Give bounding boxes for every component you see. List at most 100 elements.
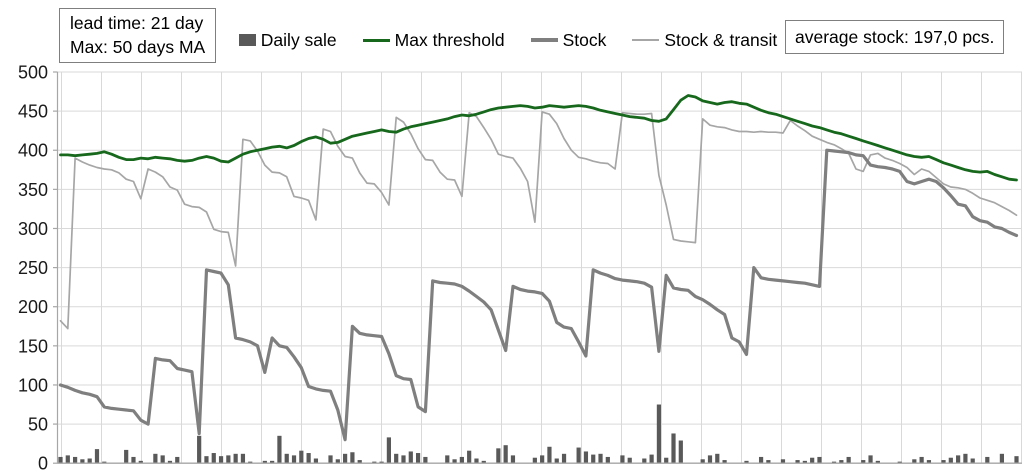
daily-sale-bar bbox=[401, 455, 406, 464]
daily-sale-bar bbox=[583, 451, 589, 464]
daily-sale-bar bbox=[299, 450, 304, 464]
legend-label: Max threshold bbox=[394, 29, 505, 50]
daily-sale-bar bbox=[291, 455, 297, 464]
daily-sale-bar bbox=[642, 458, 647, 464]
daily-sale-bar bbox=[722, 460, 727, 464]
daily-sale-bar bbox=[503, 445, 508, 464]
daily-sale-bar bbox=[415, 453, 421, 464]
daily-sale-bar bbox=[58, 456, 63, 464]
y-axis-tick-label: 450 bbox=[18, 102, 48, 122]
daily-sale-bar bbox=[620, 455, 625, 464]
daily-sale-bar bbox=[831, 461, 837, 464]
legend-label: Stock bbox=[562, 29, 607, 50]
daily-sale-bar bbox=[605, 456, 610, 464]
daily-sale-swatch-icon bbox=[238, 34, 256, 46]
y-axis-tick-label: 200 bbox=[18, 297, 48, 317]
daily-sale-bar bbox=[408, 451, 413, 464]
y-axis-tick-label: 100 bbox=[18, 375, 48, 395]
y-axis-tick-label: 150 bbox=[18, 336, 48, 356]
daily-sale-bar bbox=[671, 433, 676, 464]
daily-sale-bar bbox=[780, 459, 786, 464]
daily-sale-bar bbox=[313, 458, 319, 464]
daily-sale-bar bbox=[131, 456, 136, 464]
daily-sale-bar bbox=[839, 460, 844, 464]
daily-sale-bar bbox=[700, 459, 705, 464]
daily-sale-bar bbox=[817, 456, 822, 464]
daily-sale-bar bbox=[153, 453, 158, 464]
daily-sale-bar bbox=[233, 453, 238, 464]
moving-average-text: Max: 50 days MA bbox=[70, 37, 206, 57]
daily-sale-bar bbox=[459, 456, 464, 464]
daily-sale-bar bbox=[649, 454, 654, 464]
average-stock-annotation-box: average stock: 197,0 pcs. bbox=[785, 20, 1005, 54]
daily-sale-bar bbox=[474, 458, 479, 464]
y-axis-tick-label: 250 bbox=[18, 258, 48, 278]
y-axis-tick-label: 500 bbox=[18, 63, 48, 83]
stock-transit-swatch-icon bbox=[632, 39, 660, 41]
daily-sale-bar bbox=[664, 457, 669, 464]
daily-sale-bar bbox=[270, 460, 275, 464]
daily-sale-bar bbox=[160, 455, 165, 464]
daily-sale-bar bbox=[766, 460, 771, 464]
daily-sale-bar bbox=[445, 455, 450, 464]
daily-sale-bar bbox=[167, 460, 173, 464]
daily-sale-bar bbox=[226, 455, 231, 464]
daily-sale-bar bbox=[94, 449, 100, 464]
daily-sale-bar bbox=[941, 460, 946, 464]
y-axis-tick-label: 300 bbox=[18, 219, 48, 239]
daily-sale-bar bbox=[897, 461, 902, 464]
daily-sale-bar bbox=[175, 456, 180, 464]
chart-legend: Daily sale Max threshold Stock Stock & t… bbox=[228, 26, 788, 54]
max-threshold-swatch-icon bbox=[362, 38, 390, 42]
daily-sale-bar bbox=[948, 457, 953, 464]
y-axis-tick-label: 350 bbox=[18, 180, 48, 200]
daily-sale-bar bbox=[204, 456, 209, 464]
daily-sale-bar bbox=[861, 460, 866, 464]
average-stock-text: average stock: 197,0 pcs. bbox=[795, 27, 995, 47]
daily-sale-bar bbox=[707, 455, 713, 464]
daily-sale-bar bbox=[80, 459, 85, 464]
daily-sale-bar bbox=[357, 460, 362, 464]
daily-sale-bar bbox=[985, 456, 990, 464]
daily-sale-bar bbox=[350, 452, 355, 464]
daily-sale-bar bbox=[452, 459, 457, 464]
legend-item-daily-sale: Daily sale bbox=[238, 30, 337, 51]
daily-sale-bar bbox=[554, 458, 559, 464]
legend-item-max-threshold: Max threshold bbox=[362, 29, 505, 51]
y-axis-tick-label: 50 bbox=[28, 415, 48, 435]
daily-sale-bar bbox=[218, 456, 224, 464]
daily-sale-bar bbox=[956, 455, 961, 464]
legend-item-stock: Stock bbox=[530, 29, 607, 51]
daily-sale-bar bbox=[576, 447, 581, 464]
legend-item-stock-transit: Stock & transit bbox=[632, 30, 777, 51]
daily-sale-bar bbox=[138, 460, 143, 464]
series-line-stock bbox=[58, 148, 1019, 442]
daily-sale-bar bbox=[248, 461, 253, 464]
daily-sale-bar bbox=[240, 453, 246, 464]
daily-sale-bar bbox=[496, 448, 501, 464]
daily-sale-bar bbox=[926, 460, 932, 464]
daily-sale-bar bbox=[963, 453, 968, 464]
daily-sale-bar bbox=[386, 437, 391, 464]
daily-sale-bar bbox=[868, 455, 873, 464]
daily-sale-bar bbox=[510, 455, 516, 464]
daily-sale-bar bbox=[970, 458, 975, 464]
series-line-max-threshold bbox=[59, 94, 1018, 182]
daily-sale-bar bbox=[561, 453, 567, 464]
lead-time-annotation-box: lead time: 21 day Max: 50 days MA bbox=[59, 8, 217, 63]
daily-sale-bar bbox=[795, 460, 800, 464]
daily-sale-bar bbox=[379, 461, 384, 464]
daily-sale-bar bbox=[262, 460, 267, 464]
daily-sale-bar bbox=[656, 404, 662, 464]
daily-sale-bar bbox=[372, 461, 377, 464]
daily-sale-bar bbox=[627, 457, 632, 464]
daily-sale-bar bbox=[540, 455, 545, 464]
daily-sale-bar bbox=[65, 455, 70, 464]
daily-sale-bar bbox=[912, 459, 917, 464]
daily-sale-bar bbox=[124, 449, 129, 464]
legend-label: Stock & transit bbox=[664, 29, 778, 50]
daily-sale-bar bbox=[678, 440, 683, 464]
daily-sale-bar bbox=[715, 453, 720, 464]
